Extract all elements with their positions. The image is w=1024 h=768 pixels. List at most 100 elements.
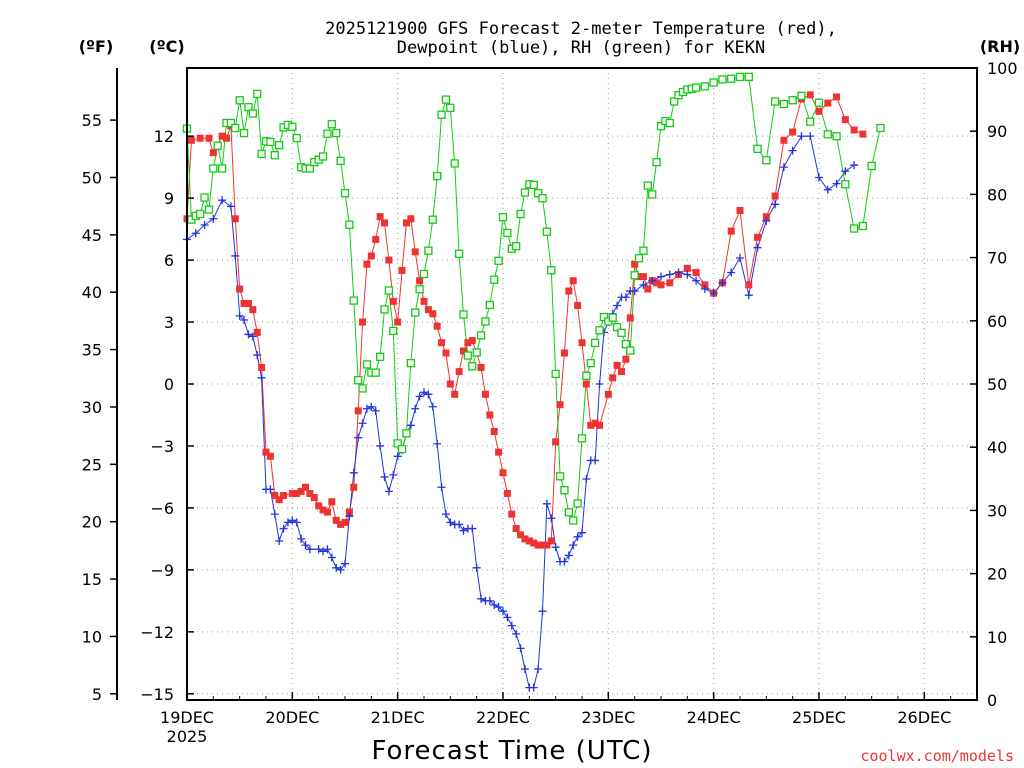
temperature-point: [394, 318, 402, 326]
temperature-point: [762, 213, 770, 221]
dewpoint-point: [389, 470, 398, 479]
temperature-point: [534, 541, 542, 549]
rh-point: [586, 358, 595, 368]
rh-point: [797, 91, 806, 100]
temperature-point: [499, 469, 507, 477]
celsius-tick-label: −9: [150, 561, 174, 580]
temperature-point: [771, 192, 779, 200]
dewpoint-point: [578, 528, 586, 537]
rh-point: [560, 486, 569, 495]
dewpoint-point: [472, 563, 481, 572]
rh-point: [547, 266, 556, 275]
rh-point: [226, 118, 236, 128]
rh-tick-label: 60: [987, 312, 1007, 331]
temperature-point: [407, 215, 415, 223]
temperature-point: [424, 306, 432, 314]
temperature-point: [481, 390, 489, 398]
series-layer: [182, 72, 885, 692]
dewpoint-point: [253, 351, 262, 360]
rh-point: [253, 89, 262, 99]
dewpoint-point: [345, 512, 354, 521]
temperature-point: [745, 281, 753, 289]
temperature-point: [859, 130, 867, 138]
rh-point: [485, 300, 494, 310]
temperature-point: [455, 368, 463, 376]
dewpoint-point: [406, 421, 415, 430]
dewpoint-point: [850, 161, 859, 170]
dewpoint-point: [700, 284, 709, 293]
temperature-point: [780, 136, 788, 144]
rh-tick-label: 80: [987, 185, 1007, 204]
time-tick-label: 23DEC: [581, 708, 635, 727]
temperature-point: [306, 489, 314, 497]
dewpoint-point: [499, 607, 507, 616]
temperature-point: [626, 314, 634, 322]
rh-point: [555, 472, 565, 481]
dewpoint-point: [630, 287, 639, 296]
rh-point: [305, 164, 315, 173]
dewpoint-point: [314, 545, 323, 554]
rh-point: [463, 351, 473, 360]
rh-point: [626, 346, 635, 355]
rh-tick-label: 10: [987, 628, 1007, 647]
celsius-tick-label: −15: [140, 685, 174, 704]
time-tick-label: 20DEC: [265, 708, 319, 727]
rh-point: [599, 312, 609, 322]
temperature-point: [552, 438, 560, 446]
temperature-point: [438, 339, 446, 347]
rh-point: [375, 352, 385, 361]
time-tick-label: 21DEC: [371, 708, 425, 727]
temperature-point: [411, 248, 419, 256]
rh-point: [371, 368, 380, 377]
temperature-point: [231, 215, 239, 223]
rh-point: [564, 508, 573, 517]
temperature-point: [477, 363, 485, 371]
dewpoint-point: [292, 518, 301, 527]
rh-point: [349, 296, 358, 305]
dewpoint-point: [336, 565, 345, 574]
temperature-point: [310, 494, 318, 502]
rh-point: [744, 72, 753, 81]
rh-point: [718, 75, 727, 84]
fahrenheit-tick-label: 40: [82, 283, 102, 302]
dewpoint-point: [240, 315, 249, 324]
temperature-point: [604, 390, 612, 398]
temperature-point: [578, 339, 586, 347]
dewpoint-point: [674, 268, 683, 277]
dewpoint-point: [744, 291, 753, 300]
rh-point: [397, 444, 407, 454]
rh-point: [670, 97, 679, 106]
dewpoint-point: [218, 196, 227, 205]
rh-point: [362, 360, 372, 369]
temperature-point: [850, 126, 858, 134]
rh-point: [450, 159, 459, 168]
dewpoint-point: [433, 439, 442, 448]
rh-point: [753, 144, 762, 154]
rh-point: [779, 99, 789, 109]
rh-point: [468, 362, 477, 371]
rh-point: [762, 156, 771, 165]
rh-point: [551, 369, 560, 379]
rh-point: [858, 221, 868, 231]
dewpoint-point: [639, 280, 648, 289]
rh-point: [542, 227, 552, 236]
dewpoint-point: [595, 380, 604, 388]
dewpoint-point: [305, 545, 314, 554]
temperature-point: [701, 281, 709, 289]
dewpoint-point: [319, 547, 328, 556]
dewpoint-point: [529, 683, 538, 692]
rh-point: [849, 224, 859, 233]
celsius-unit-label: (ºC): [149, 37, 184, 56]
ticks-layer: −15−12−9−6−30369125101520253035404550550…: [82, 59, 1018, 746]
time-tick-sublabel: 2025: [167, 727, 208, 746]
dewpoint-point: [420, 388, 428, 397]
temperature-point: [525, 537, 533, 545]
dewpoint-point: [468, 524, 477, 533]
celsius-tick-label: −12: [140, 623, 174, 642]
temperature-point: [486, 411, 494, 419]
dewpoint-point: [709, 289, 718, 298]
rh-point: [727, 74, 736, 83]
temperature-point: [613, 361, 621, 369]
dewpoint-point: [823, 185, 832, 194]
